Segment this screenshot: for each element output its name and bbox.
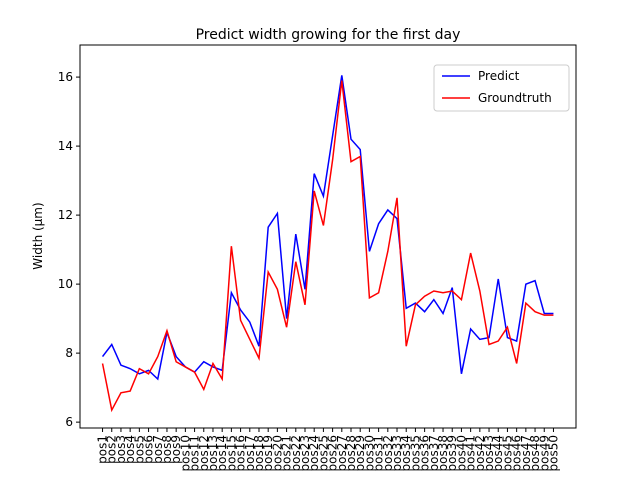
x-tick-label: pos43 [482, 435, 496, 471]
x-tick-label: pos41 [464, 435, 478, 471]
x-tick-label: pos46 [510, 435, 524, 471]
x-tick-label: pos4 [123, 435, 137, 464]
x-tick-label: pos30 [362, 435, 376, 471]
x-tick-label: pos26 [326, 435, 340, 471]
axes-frame [79, 44, 577, 429]
x-tick-label: pos31 [372, 435, 386, 471]
x-tick-label: pos17 [243, 435, 257, 471]
x-tick-label: pos14 [215, 435, 229, 471]
x-tick-label: pos12 [197, 435, 211, 471]
x-tick-label: pos47 [519, 435, 533, 471]
x-tick-label: pos28 [344, 435, 358, 471]
x-tick-label: pos2 [105, 435, 119, 464]
x-tick-label: pos50 [546, 435, 560, 471]
x-tick-label: pos39 [445, 435, 459, 471]
x-tick-label: pos6 [142, 435, 156, 464]
x-tick-label: pos1 [96, 435, 110, 464]
x-tick-label: pos11 [188, 435, 202, 471]
x-tick-label: pos24 [307, 435, 321, 471]
x-tick-label: pos10 [178, 435, 192, 471]
x-tick-label: pos29 [353, 435, 367, 471]
legend-label: Predict [478, 69, 520, 83]
y-tick-label: 14 [58, 139, 73, 153]
x-tick-label: pos32 [381, 435, 395, 471]
x-tick-label: pos21 [280, 435, 294, 471]
x-tick-label: pos19 [261, 435, 275, 471]
x-tick-label: pos38 [436, 435, 450, 471]
x-tick-label: pos16 [234, 435, 248, 471]
x-tick-label: pos20 [270, 435, 284, 471]
x-tick-label: pos37 [427, 435, 441, 471]
x-tick-label: pos45 [500, 435, 514, 471]
x-tick-label: pos9 [169, 435, 183, 464]
x-tick-label: pos35 [408, 435, 422, 471]
x-tick-label: pos23 [298, 435, 312, 471]
x-tick-label: pos27 [335, 435, 349, 471]
x-tick-label: pos36 [418, 435, 432, 471]
line-series [101, 75, 554, 381]
x-tick-label: pos3 [114, 435, 128, 464]
y-tick-label: 12 [58, 208, 73, 222]
y-tick-label: 8 [65, 346, 73, 360]
legend-label: Groundtruth [478, 91, 552, 105]
x-tick-label: pos49 [537, 435, 551, 471]
y-tick-label: 10 [58, 277, 73, 291]
x-tick-label: pos22 [289, 435, 303, 471]
line-series [101, 80, 554, 413]
x-tick-label: pos13 [206, 435, 220, 471]
x-tick-label: pos44 [491, 435, 505, 471]
y-axis-label: Width (μm) [31, 202, 45, 269]
x-tick-label: pos33 [390, 435, 404, 471]
x-tick-label: pos34 [399, 435, 413, 471]
x-tick-label: pos48 [528, 435, 542, 471]
x-tick-label: pos15 [224, 435, 238, 471]
x-tick-label: pos42 [473, 435, 487, 471]
x-tick-label: pos5 [132, 435, 146, 464]
y-tick-label: 6 [65, 415, 73, 429]
y-tick-label: 16 [58, 70, 73, 84]
x-tick-label: pos8 [160, 435, 174, 464]
chart-title: Predict width growing for the first day [196, 27, 461, 43]
x-tick-label: pos25 [316, 435, 330, 471]
x-tick-label: pos7 [151, 435, 165, 464]
x-tick-label: pos18 [252, 435, 266, 471]
x-tick-label: pos40 [454, 435, 468, 471]
